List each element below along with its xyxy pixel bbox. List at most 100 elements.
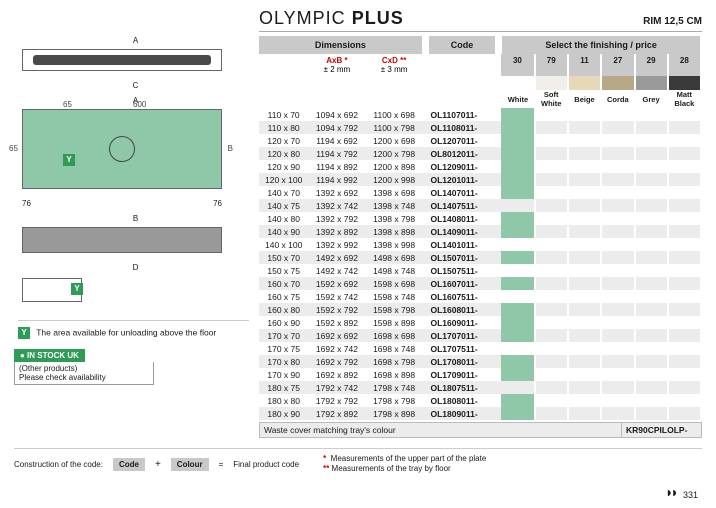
cell-size: 160 x 70 <box>259 277 308 290</box>
swatch-5 <box>668 76 701 90</box>
cell-ab: 1792 x 792 <box>308 394 365 407</box>
cell-size: 140 x 70 <box>259 186 308 199</box>
stock-cell <box>535 329 568 342</box>
stock-cell <box>501 108 534 121</box>
cell-ab: 1392 x 792 <box>308 212 365 225</box>
finish-code-0: 30 <box>501 54 534 76</box>
dim-76b: 76 <box>213 199 222 208</box>
stock-cell <box>601 199 634 212</box>
stock-cell <box>501 251 534 264</box>
stock-cell <box>635 173 668 186</box>
stock-cell <box>568 381 601 394</box>
finish-name-1: Soft White <box>535 90 568 108</box>
stock-cell <box>501 303 534 316</box>
stock-cell <box>501 199 534 212</box>
stock-header: ● IN STOCK UK <box>14 349 85 362</box>
product-title: OLYMPIC PLUS <box>259 8 404 29</box>
stock-cell <box>501 316 534 329</box>
y-badge-icon-2: Y <box>71 283 83 295</box>
stock-cell <box>601 160 634 173</box>
colour-chip: Colour <box>171 458 209 471</box>
stock-cell <box>668 186 701 199</box>
stock-cell <box>668 225 701 238</box>
stock-cell <box>535 212 568 225</box>
stock-cell <box>568 186 601 199</box>
stock-cell <box>535 186 568 199</box>
cell-ab: 1392 x 992 <box>308 238 365 251</box>
stock-cell <box>501 186 534 199</box>
finish-code-4: 29 <box>635 54 668 76</box>
stock-cell <box>501 407 534 420</box>
stock-box: ● IN STOCK UK (Other products) Please ch… <box>14 349 249 385</box>
cell-size: 170 x 90 <box>259 368 308 381</box>
cell-cd: 1698 x 898 <box>366 368 423 381</box>
cell-ab: 1392 x 742 <box>308 199 365 212</box>
table-row: 120 x 100 1194 x 992 1200 x 998 OL120101… <box>259 173 701 186</box>
dim-65: 65 <box>9 144 18 153</box>
stock-cell <box>568 264 601 277</box>
cell-size: 180 x 90 <box>259 407 308 420</box>
cell-code: OL1807511- <box>428 381 495 394</box>
stock-cell <box>501 355 534 368</box>
stock-cell <box>568 368 601 381</box>
cell-cd: 1698 x 798 <box>366 355 423 368</box>
cell-ab: 1592 x 892 <box>308 316 365 329</box>
stock-cell <box>535 277 568 290</box>
stock-cell <box>568 225 601 238</box>
stock-cell <box>601 303 634 316</box>
table-row: 120 x 80 1194 x 792 1200 x 798 OL8012011… <box>259 147 701 160</box>
finish-code-3: 27 <box>601 54 634 76</box>
unload-note: Y The area available for unloading above… <box>18 320 249 339</box>
cell-ab: 1194 x 692 <box>308 134 365 147</box>
cell-code: OL1108011- <box>428 121 495 134</box>
stock-cell <box>668 329 701 342</box>
stock-cell <box>635 134 668 147</box>
cell-code: OL1409011- <box>428 225 495 238</box>
stock-cell <box>535 173 568 186</box>
stock-cell <box>535 238 568 251</box>
stock-cell <box>601 108 634 121</box>
product-table: Dimensions Code Select the finishing / p… <box>259 36 702 420</box>
stock-cell <box>635 277 668 290</box>
stock-cell <box>635 407 668 420</box>
y-badge-icon-3: Y <box>18 327 30 339</box>
stock-cell <box>668 199 701 212</box>
stock-cell <box>535 407 568 420</box>
cell-code: OL1707011- <box>428 329 495 342</box>
stock-cell <box>501 238 534 251</box>
stock-cell <box>635 238 668 251</box>
cell-ab: 1094 x 692 <box>308 108 365 121</box>
cell-size: 140 x 90 <box>259 225 308 238</box>
stock-cell <box>501 147 534 160</box>
stock-cell <box>601 368 634 381</box>
stock-cell <box>501 329 534 342</box>
stock-cell <box>635 199 668 212</box>
cell-code: OL1507511- <box>428 264 495 277</box>
dim-600: 600 <box>133 100 146 109</box>
stock-cell <box>601 355 634 368</box>
footer-bar: Construction of the code: Code + Colour … <box>14 448 702 475</box>
cell-code: OL1107011- <box>428 108 495 121</box>
stock-cell <box>635 251 668 264</box>
cell-ab: 1692 x 742 <box>308 342 365 355</box>
stock-cell <box>635 290 668 303</box>
construction-label: Construction of the code: <box>14 460 103 469</box>
col-dimensions: Dimensions <box>259 36 423 54</box>
stock-cell <box>568 212 601 225</box>
cell-code: OL1407511- <box>428 199 495 212</box>
cell-ab: 1194 x 792 <box>308 147 365 160</box>
stock-cell <box>501 368 534 381</box>
stock-cell <box>535 108 568 121</box>
stock-cell <box>501 212 534 225</box>
cell-cd: 1200 x 698 <box>366 134 423 147</box>
stock-cell <box>501 225 534 238</box>
cell-ab: 1094 x 792 <box>308 121 365 134</box>
measurement-notes: * Measurements of the upper part of the … <box>323 454 486 475</box>
stock-sub2: Please check availability <box>19 373 149 382</box>
stock-cell <box>568 108 601 121</box>
cell-cd: 1598 x 898 <box>366 316 423 329</box>
dim-65b: 65 <box>63 100 72 109</box>
cell-size: 170 x 80 <box>259 355 308 368</box>
diagram-panel: A C A 65 65 600 B Y 76 76 B D Y Y The ar… <box>14 36 259 438</box>
table-row: 140 x 75 1392 x 742 1398 x 748 OL1407511… <box>259 199 701 212</box>
